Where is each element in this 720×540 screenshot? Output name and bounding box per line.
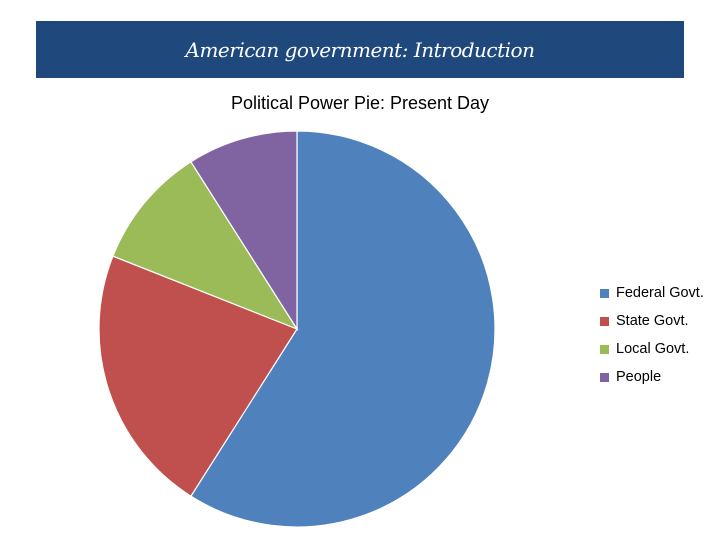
legend-label-local: Local Govt. xyxy=(616,341,690,357)
legend-swatch-local xyxy=(600,344,609,354)
chart-legend: Federal Govt. State Govt. Local Govt. Pe… xyxy=(600,279,704,391)
chart-title: Political Power Pie: Present Day xyxy=(230,93,490,113)
pie-slice-local xyxy=(112,160,299,331)
legend-label-people: People xyxy=(616,369,662,385)
legend-item-local: Local Govt. xyxy=(600,335,704,363)
pie-slice-federal xyxy=(190,130,496,528)
pie-slice-state xyxy=(98,255,298,498)
legend-label-state: State Govt. xyxy=(616,313,689,329)
legend-swatch-people xyxy=(600,372,609,382)
legend-item-state: State Govt. xyxy=(600,307,704,335)
legend-label-federal: Federal Govt. xyxy=(616,285,704,301)
legend-item-federal: Federal Govt. xyxy=(600,279,704,307)
legend-swatch-state xyxy=(600,316,609,326)
banner-title: American government: Introduction xyxy=(185,37,535,62)
legend-item-people: People xyxy=(600,363,704,391)
title-banner: American government: Introduction xyxy=(36,21,684,78)
pie-slice-people xyxy=(190,130,298,332)
legend-swatch-federal xyxy=(600,288,609,298)
